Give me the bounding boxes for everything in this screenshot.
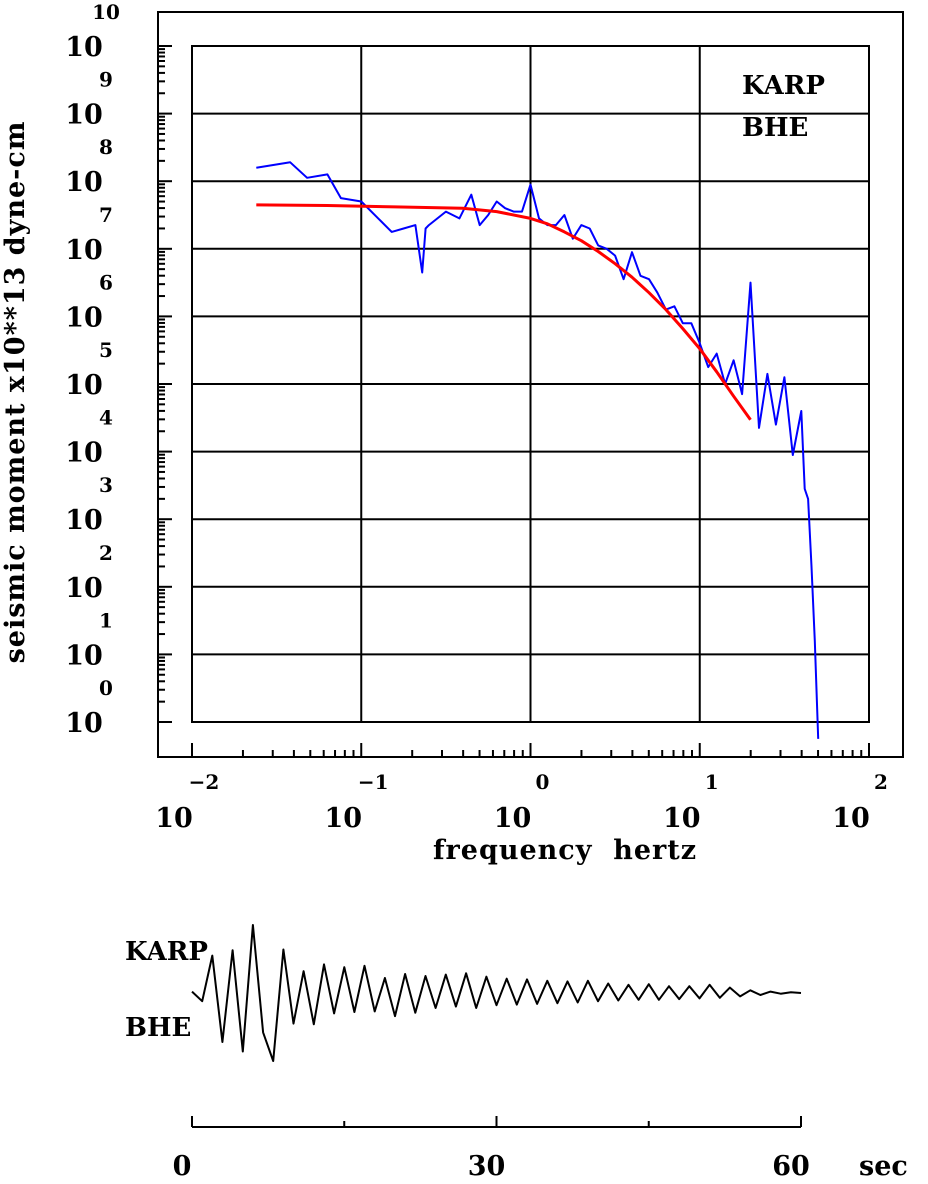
y-tick-label-base: 10	[65, 235, 103, 266]
spectrum-line	[256, 161, 820, 739]
y-tick-label-exponent: 5	[99, 338, 113, 362]
spectrum-series	[256, 161, 820, 739]
time-unit-label: sec	[859, 1151, 908, 1182]
y-tick-label-base: 10	[65, 640, 103, 671]
seismogram	[191, 924, 802, 1062]
x-tick-label-base: 10	[155, 803, 193, 834]
y-tick-label-base: 10	[65, 708, 103, 739]
x-tick-label-exponent: −1	[358, 770, 389, 794]
y-tick-label-base: 10	[65, 32, 103, 63]
time-tick-label: 30	[468, 1151, 506, 1182]
y-tick-label-exponent: 9	[99, 68, 113, 92]
component-label: BHE	[742, 113, 808, 143]
y-tick-label-exponent: 3	[99, 473, 113, 497]
grid	[191, 45, 870, 723]
y-tick-label-exponent: 1	[99, 608, 113, 632]
y-tick-label-exponent: 10	[92, 0, 120, 24]
y-tick-label-base: 10	[65, 167, 103, 198]
fit-line	[256, 203, 752, 421]
x-tick-label-base: 10	[663, 803, 701, 834]
x-tick-label-base: 10	[494, 803, 532, 834]
y-tick-label-exponent: 0	[99, 676, 113, 700]
y-tick-label-base: 10	[65, 370, 103, 401]
trace-component-label: BHE	[125, 1013, 191, 1043]
y-tick-label-base: 10	[65, 438, 103, 469]
y-axis-label: seismic moment x10**13 dyne-cm	[0, 121, 31, 664]
time-axis: 0 30 60 sec	[173, 1116, 908, 1182]
time-tick-label: 0	[173, 1151, 192, 1182]
x-tick-label-exponent: 0	[536, 770, 550, 794]
y-tick-label-exponent: 8	[99, 135, 113, 159]
x-tick-label-base: 10	[832, 803, 870, 834]
y-tick-label-exponent: 6	[99, 270, 113, 294]
station-label: KARP	[742, 71, 825, 101]
seismogram-line	[191, 924, 802, 1062]
x-axis-label: frequency hertz	[433, 835, 697, 866]
y-tick-label-exponent: 2	[99, 541, 113, 565]
axis-ticks	[158, 45, 870, 757]
y-tick-label-exponent: 7	[99, 203, 113, 227]
x-tick-label-exponent: 2	[874, 770, 888, 794]
y-tick-label-base: 10	[65, 505, 103, 536]
time-tick-label: 60	[772, 1151, 810, 1182]
trace-station-label: KARP	[125, 937, 208, 967]
x-tick-label-exponent: −2	[189, 770, 220, 794]
y-tick-labels: 10 10 10 9 10 8 10 7 10 6 10 5 10 4 10 3 10 2 10 1 10 0	[65, 0, 120, 739]
y-tick-label-base: 10	[65, 100, 103, 131]
x-tick-label-base: 10	[324, 803, 362, 834]
y-tick-label-base: 10	[65, 573, 103, 604]
y-tick-label-exponent: 4	[99, 406, 113, 430]
x-tick-label-exponent: 1	[705, 770, 719, 794]
y-tick-label-base: 10	[65, 302, 103, 333]
